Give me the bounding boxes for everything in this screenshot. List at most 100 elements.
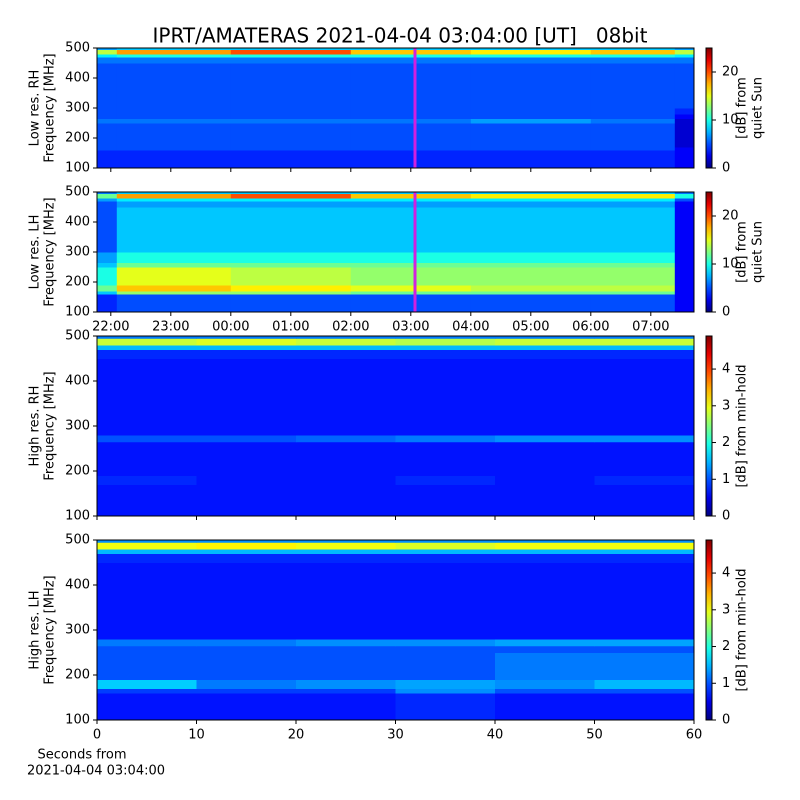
- heatmap-cell: [395, 338, 496, 346]
- heatmap-cell: [395, 645, 496, 653]
- heatmap-cell: [296, 562, 396, 631]
- heatmap-cell: [470, 63, 592, 109]
- heatmap-cell: [350, 63, 472, 109]
- heatmap-cell: [116, 207, 232, 253]
- y-axis-label: High res. RH: [28, 386, 43, 467]
- heatmap-cell: [230, 141, 352, 148]
- heatmap-cell: [470, 294, 592, 313]
- heatmap-cell: [674, 201, 695, 208]
- heatmap-cell: [495, 693, 595, 721]
- y-tick-label: 100: [65, 509, 90, 524]
- heatmap-cell: [350, 150, 472, 169]
- heatmap-cell: [590, 63, 676, 109]
- x-tick-label: 00:00: [212, 320, 249, 335]
- heatmap-cell: [97, 345, 197, 350]
- heatmap-cell: [97, 48, 118, 50]
- heatmap-cell: [395, 448, 496, 476]
- heatmap-cell: [350, 48, 472, 50]
- heatmap-cell: [594, 688, 695, 694]
- heatmap-cell: [674, 54, 695, 58]
- y-tick-label: 500: [65, 533, 90, 548]
- figure-title: IPRT/AMATERAS 2021-04-04 03:04:00 [UT] 0…: [153, 24, 648, 48]
- colorbar-tick-label: 0: [722, 713, 730, 728]
- heatmap-cell: [350, 57, 472, 64]
- heatmap-cell: [590, 262, 676, 268]
- heatmap-cell: [230, 118, 352, 124]
- heatmap-cell: [296, 338, 396, 346]
- heatmap-cell: [97, 645, 197, 653]
- colorbar-tick-label: 0: [722, 305, 730, 320]
- heatmap-cell: [350, 294, 472, 313]
- heatmap-cell: [590, 285, 676, 292]
- heatmap-cell: [674, 118, 695, 124]
- heatmap-cell: [674, 252, 695, 259]
- y-tick-label: 500: [65, 41, 90, 56]
- heatmap-cell: [296, 549, 396, 554]
- y-tick-label: 400: [65, 578, 90, 593]
- heatmap-cell: [470, 48, 592, 50]
- heatmap-cell: [296, 484, 396, 490]
- x-tick-label: 03:00: [392, 320, 429, 335]
- heatmap-cell: [196, 693, 297, 721]
- heatmap-cell: [594, 652, 695, 680]
- heatmap-cell: [395, 549, 496, 554]
- heatmap-cell: [495, 630, 595, 640]
- heatmap-cell: [116, 147, 232, 151]
- heatmap-cell: [196, 475, 297, 485]
- colorbar-label: [dB] from: [735, 221, 750, 283]
- heatmap-cell: [196, 549, 297, 554]
- colorbar-tick-label: 0: [722, 509, 730, 524]
- colorbar-tick-label: 10: [722, 113, 739, 128]
- heatmap-cell: [116, 193, 232, 199]
- heatmap-cell: [97, 336, 197, 339]
- heatmap-cell: [196, 345, 297, 350]
- heatmap-cell: [97, 553, 197, 563]
- heatmap-cell: [590, 291, 676, 295]
- heatmap-cell: [470, 252, 592, 259]
- heatmap-cell: [97, 338, 197, 346]
- heatmap-cell: [116, 291, 232, 295]
- heatmap-cell: [116, 267, 232, 286]
- heatmap-cell: [594, 693, 695, 721]
- heatmap-cell: [674, 57, 695, 64]
- y-tick-label: 200: [65, 275, 90, 290]
- y-axis-label: Frequency [MHz]: [43, 53, 58, 162]
- x-axis-label: 2021-04-04 03:04:00: [27, 764, 165, 779]
- heatmap-cell: [296, 645, 396, 653]
- heatmap-cell: [116, 285, 232, 292]
- heatmap-cell: [116, 192, 232, 194]
- heatmap-cell: [296, 489, 396, 517]
- heatmap-cell: [97, 693, 197, 721]
- heatmap-cell: [116, 123, 232, 142]
- colorbar-label: [dB] from: [735, 77, 750, 139]
- heatmap-cell: [470, 57, 592, 64]
- y-axis-label: Frequency [MHz]: [43, 575, 58, 684]
- heatmap-cell: [97, 57, 118, 64]
- heatmap-cell: [470, 262, 592, 268]
- heatmap-cell: [97, 688, 197, 694]
- heatmap-cell: [230, 147, 352, 151]
- heatmap-cell: [594, 645, 695, 653]
- heatmap-cell: [495, 484, 595, 490]
- heatmap-cell: [116, 114, 232, 119]
- heatmap-cell: [196, 630, 297, 640]
- heatmap-cell: [196, 426, 297, 436]
- heatmap-cell: [296, 639, 396, 647]
- heatmap-cell: [230, 207, 352, 253]
- heatmap-cell: [97, 141, 118, 148]
- heatmap-cell: [470, 198, 592, 202]
- x-tick-label: 07:00: [632, 320, 669, 335]
- heatmap-cell: [230, 57, 352, 64]
- heatmap-cell: [230, 48, 352, 50]
- heatmap-cell: [470, 267, 592, 286]
- heatmap-cell: [350, 123, 472, 142]
- colorbar-tick-label: 3: [722, 398, 730, 413]
- heatmap-cell: [350, 258, 472, 263]
- heatmap-cell: [495, 435, 595, 443]
- heatmap-cell: [230, 193, 352, 199]
- colorbar: [705, 191, 713, 313]
- heatmap-cell: [495, 426, 595, 436]
- heatmap-cell: [97, 114, 118, 119]
- heatmap-cell: [97, 147, 118, 151]
- heatmap-cell: [495, 553, 595, 563]
